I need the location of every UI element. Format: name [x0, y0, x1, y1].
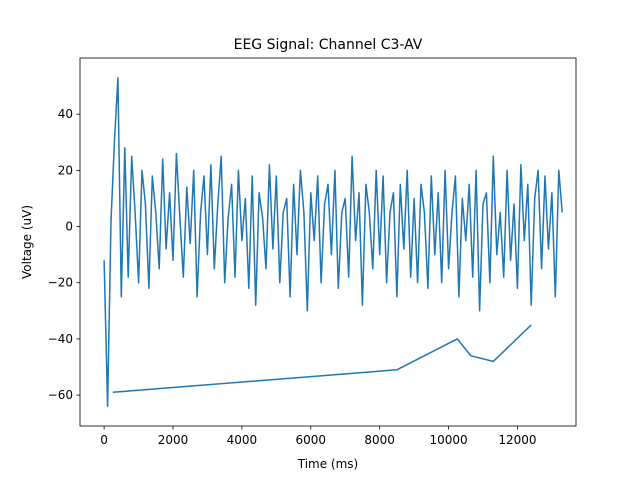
y-axis-label: Voltage (uV)	[20, 205, 34, 279]
y-tick-label: 20	[58, 163, 73, 177]
x-axis-label: Time (ms)	[297, 457, 359, 471]
axes: 0 2000 4000 6000 8000 10000 12000 −60 −40 −20 0 20 4…	[48, 57, 577, 447]
chart-title: EEG Signal: Channel C3-AV	[234, 37, 423, 53]
series-line-0	[103, 76, 563, 408]
y-tick-label: 0	[65, 220, 73, 234]
plot-frame	[79, 57, 577, 427]
y-tick-label: −60	[48, 388, 73, 402]
x-tick-label: 2000	[158, 433, 189, 447]
x-tick-label: 4000	[227, 433, 258, 447]
x-tick-label: 12000	[498, 433, 536, 447]
y-tick-label: −40	[48, 332, 73, 346]
plot-area	[103, 76, 563, 408]
x-tick-label: 6000	[296, 433, 327, 447]
x-tick-label: 0	[100, 433, 108, 447]
series-line-1	[112, 324, 532, 394]
x-tick-label: 8000	[364, 433, 395, 447]
x-tick-label: 10000	[429, 433, 467, 447]
y-tick-label: 40	[58, 107, 73, 121]
y-tick-label: −20	[48, 276, 73, 290]
